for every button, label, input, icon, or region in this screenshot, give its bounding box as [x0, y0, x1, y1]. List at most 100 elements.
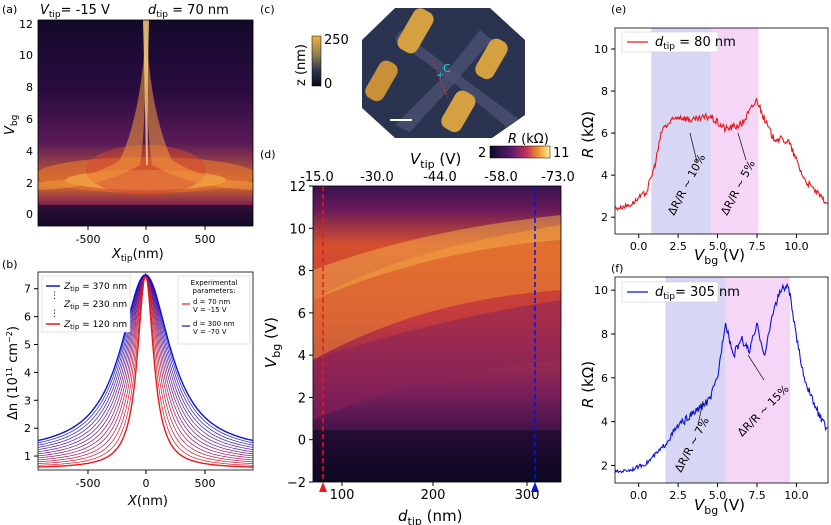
svg-text:dtip = 70 nm: dtip = 70 nm	[148, 3, 229, 20]
xtick-label: 2.5	[669, 489, 687, 502]
panel-f-letter: (f)	[611, 262, 623, 275]
panel-f: (f) dtip= 305 nm ΔR/R ~ 7% ΔR/R ~ 15% 0.…	[579, 262, 829, 517]
panel-d-xlabel: dtip (nm)	[398, 507, 462, 525]
xtick-label: 500	[195, 233, 216, 246]
panel-c-letter: (c)	[260, 3, 275, 16]
xtick-label: 500	[195, 477, 216, 490]
ytick-label: 8	[26, 81, 33, 94]
xtick-label: 10.0	[784, 489, 809, 502]
ytick-label: 7	[24, 283, 31, 296]
panel-b-xlabel: X(nm)	[127, 494, 168, 509]
panel-b-yticks: 1 2 3 4 5 6 7	[24, 283, 38, 463]
top-tick-label: -58.0	[484, 170, 518, 185]
panel-d-cbar-title: R (kΩ)	[508, 132, 549, 147]
ytick-label: 2	[24, 422, 31, 435]
ytick-label: 8	[298, 265, 306, 280]
ytick-label: 0	[298, 434, 306, 449]
panel-a-title: Vtip= -15 V dtip = 70 nm	[40, 3, 229, 20]
ytick-label: 6	[601, 372, 608, 385]
panel-c-afm-image	[362, 8, 525, 138]
ytick-label: 0	[26, 208, 33, 221]
ytick-label: 10	[19, 49, 33, 62]
panel-e-xticks: 0.0 2.5 5.0 7.5 10.0	[630, 234, 809, 253]
ytick-label: 2	[601, 459, 608, 472]
panel-d-top-label: Vtip (V)	[410, 150, 461, 171]
svg-text:+: +	[436, 70, 444, 81]
ytick-label: 6	[24, 311, 31, 324]
panel-a-xlabel: Xtip(nm)	[111, 247, 164, 264]
xtick-label: 100	[330, 488, 355, 503]
ytick-label: 6	[298, 307, 306, 322]
top-tick-label: -15.0	[300, 170, 334, 185]
panel-c-colorbar	[311, 35, 322, 87]
panel-b-curves	[37, 272, 254, 468]
xtick-label: 10.0	[784, 240, 809, 253]
panel-e-ylabel: R (kΩ)	[579, 111, 597, 158]
ytick-label: 4	[298, 349, 306, 364]
panel-a-xticks: -500 0 500	[76, 226, 216, 246]
panel-a-letter: (a)	[2, 3, 17, 16]
ytick-label: 4	[601, 169, 608, 182]
xtick-label: 0.0	[630, 489, 648, 502]
xtick-label: 7.5	[748, 240, 766, 253]
panel-e: (e) dtip = 80 nm ΔR/R ~ 10% ΔR/R ~ 5% 0.…	[579, 3, 829, 267]
panel-c-marker: C	[443, 62, 451, 75]
panel-e-letter: (e)	[611, 3, 626, 16]
top-tick-label: -44.0	[423, 170, 457, 185]
xtick-label: 5.0	[709, 489, 727, 502]
svg-text:d = 300 nm: d = 300 nm	[193, 320, 235, 328]
ytick-label: 10	[594, 43, 608, 56]
panel-b-letter: (b)	[2, 258, 18, 271]
panel-e-shading	[651, 28, 759, 234]
xtick-label: -500	[76, 233, 101, 246]
panel-d: (d) 2 11 R (kΩ) Vtip (V) -15.0 -30.0 -44…	[260, 132, 575, 525]
panel-a: (a) Vtip= -15 V dtip = 70 nm -500 0 500 …	[2, 3, 254, 264]
shaded-region	[711, 28, 759, 234]
panel-f-legend: dtip= 305 nm	[621, 281, 740, 303]
legend-entry: Ztip = 370 nm	[63, 282, 127, 293]
panel-d-xticks: 100 200 300	[330, 482, 539, 503]
xtick-label: 7.5	[748, 489, 766, 502]
ytick-label: 2	[601, 211, 608, 224]
svg-text:Vtip= -15 V: Vtip= -15 V	[40, 3, 110, 20]
ytick-label: 2	[298, 391, 306, 406]
ytick-label: 2	[26, 177, 33, 190]
ytick-label: 4	[601, 416, 608, 429]
ytick-label: 10	[289, 222, 306, 237]
svg-text:V = -70 V: V = -70 V	[193, 328, 227, 336]
panel-c: (c) 250 0 z (nm) C +	[260, 3, 525, 138]
panel-f-shading	[665, 277, 791, 483]
xtick-label: 200	[421, 488, 446, 503]
svg-text:d = 70 nm: d = 70 nm	[193, 298, 230, 306]
marker-arrow-blue	[531, 482, 539, 492]
svg-text:parameters:: parameters:	[193, 287, 236, 295]
series-line	[614, 283, 829, 474]
panel-b-ylabel: Δn (1011 cm−2)	[5, 326, 21, 420]
panel-b-legend: Ztip = 370 nm ⋮ Ztip = 230 nm ⋮ Ztip = 1…	[41, 275, 131, 333]
panel-f-ylabel: R (kΩ)	[579, 361, 597, 408]
ytick-label: 5	[24, 339, 31, 352]
legend-entry: Ztip = 230 nm	[63, 300, 127, 311]
legend-entry: Ztip = 120 nm	[63, 320, 127, 331]
svg-text:⋮: ⋮	[50, 291, 59, 301]
legend-entry: dtip= 305 nm	[655, 285, 740, 302]
panel-d-heatmap	[313, 186, 561, 482]
panel-f-xlabel: Vbg (V)	[694, 496, 745, 517]
panel-a-yticks: 0 2 4 6 8 10 12	[19, 18, 33, 221]
xtick-label: 0	[143, 477, 150, 490]
xtick-label: 5.0	[709, 240, 727, 253]
legend-entry: dtip = 80 nm	[655, 35, 736, 52]
cbar-max-label: 250	[324, 33, 349, 48]
panel-d-yticks: −2 0 2 4 6 8 10 12	[287, 180, 313, 491]
ytick-label: 10	[594, 284, 608, 297]
top-tick-label: -30.0	[360, 170, 394, 185]
panel-e-xlabel: Vbg (V)	[694, 246, 745, 267]
panel-e-yticks: 2 4 6 8 10	[594, 43, 615, 224]
cbar-max-label: 11	[553, 146, 570, 161]
panel-e-legend: dtip = 80 nm	[621, 31, 736, 53]
ytick-label: 3	[24, 394, 31, 407]
panel-a-ylabel: Vbg	[3, 115, 20, 135]
ytick-label: 8	[601, 328, 608, 341]
xtick-label: -500	[76, 477, 101, 490]
